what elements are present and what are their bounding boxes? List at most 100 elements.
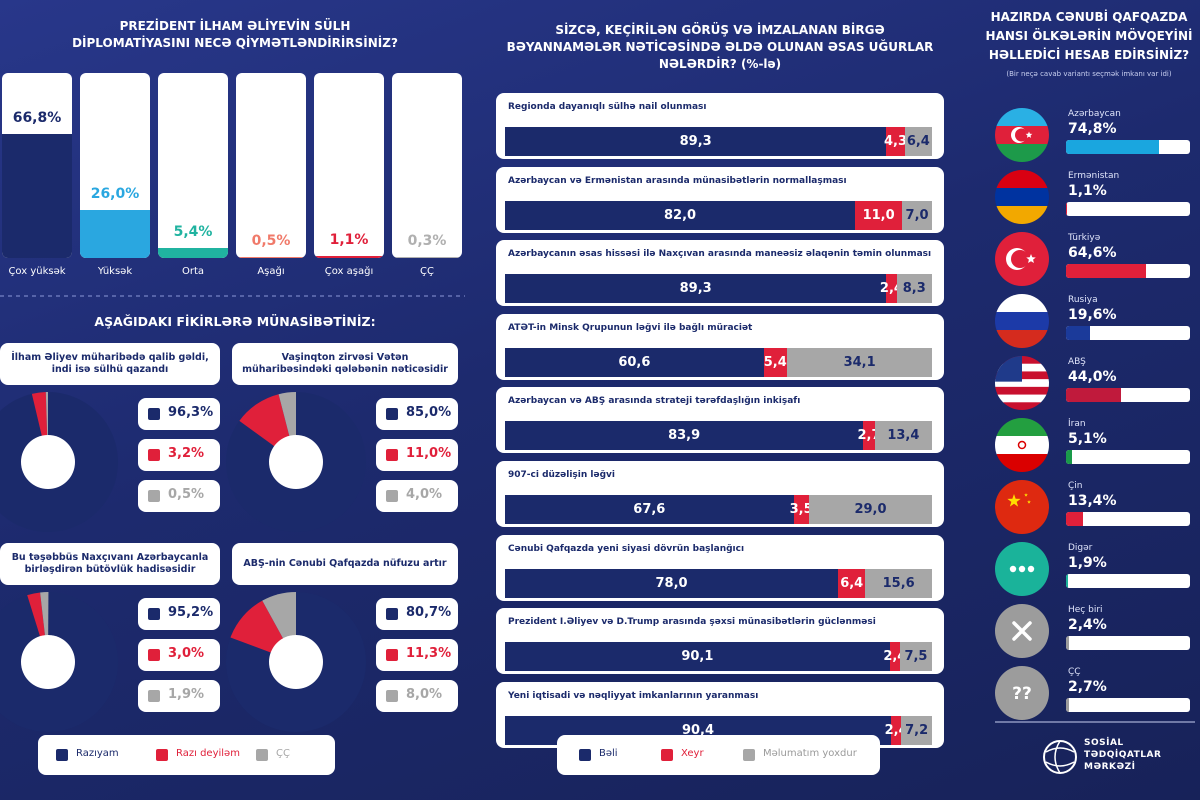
value-label: 90,1 xyxy=(681,649,714,665)
legend-label: ÇÇ xyxy=(276,748,290,759)
bar xyxy=(1066,450,1073,464)
bar xyxy=(1066,512,1083,526)
flag-stripe xyxy=(995,294,1049,313)
bar xyxy=(1066,698,1070,712)
bar-segment: 7,0 xyxy=(902,200,932,230)
legend-swatch xyxy=(386,608,398,620)
statement-box: Bu təşəbbüs Naxçıvanı Azərbaycanla birlə… xyxy=(0,543,220,585)
value-label: 80,7% xyxy=(406,605,452,620)
bar xyxy=(80,209,150,258)
legend-swatch xyxy=(148,408,160,420)
value-label: 67,6 xyxy=(633,502,666,517)
legend-swatch xyxy=(156,749,168,761)
value-label: 2,7% xyxy=(1068,679,1107,695)
bar xyxy=(1066,140,1159,154)
legend-swatch xyxy=(386,449,398,461)
legend-swatch xyxy=(661,749,673,761)
bar-segment: 7,2 xyxy=(901,715,932,745)
category-label: Heç biri xyxy=(1068,605,1103,615)
flag-stripe xyxy=(995,418,1049,437)
value-label: 74,8% xyxy=(1068,121,1117,137)
legend-swatch xyxy=(386,408,398,420)
bar-segment: 34,1 xyxy=(786,347,932,377)
legend-value-box: 8,0% xyxy=(376,680,458,712)
value-label: 11,0 xyxy=(862,207,895,223)
row-box: Regionda dayanıqlı sülhə nail olunması 89… xyxy=(496,93,944,159)
category-label: İran xyxy=(1068,419,1086,429)
flag-stripe xyxy=(995,379,1049,388)
legend-label: Razı deyiləm xyxy=(176,748,240,759)
flag-stripe xyxy=(995,330,1049,348)
column-track xyxy=(158,73,228,258)
bar xyxy=(158,248,228,258)
bar-segment: 11,0 xyxy=(855,200,903,230)
legend-swatch xyxy=(386,490,398,502)
bar xyxy=(1066,574,1069,588)
legend-value-box: 4,0% xyxy=(376,480,458,512)
value-label: 8,0% xyxy=(406,687,443,702)
flag-stripe xyxy=(995,206,1049,224)
flag-star xyxy=(1024,493,1028,497)
flag-stripe xyxy=(995,386,1049,396)
row-box: Azərbaycan və ABŞ arasında strateji tərə… xyxy=(496,387,944,454)
bar-track xyxy=(1066,698,1190,712)
legend-label: Xeyr xyxy=(681,748,704,759)
legend-swatch xyxy=(148,690,160,702)
bar-track xyxy=(1066,512,1190,526)
bar-track: 67,6 3,5 29,0 xyxy=(505,495,932,524)
value-label: 64,6% xyxy=(1068,245,1117,261)
x-tick-label: Aşağı xyxy=(257,266,285,277)
value-label: 2,7 xyxy=(857,428,881,444)
legend-label: Məlumatım yoxdur xyxy=(763,748,857,759)
bar-track xyxy=(1066,636,1190,650)
legend-value-box: 11,0% xyxy=(376,439,458,471)
value-label: 1,1% xyxy=(329,231,369,248)
flag-stripe xyxy=(995,170,1049,189)
bar xyxy=(1066,636,1069,650)
value-label: 85,0% xyxy=(406,405,452,420)
bar xyxy=(236,257,306,258)
column-track xyxy=(392,73,462,258)
value-label: 29,0 xyxy=(854,502,887,517)
statement-box: ABŞ-nin Cənubi Qafqazda nüfuzu artır xyxy=(232,543,458,585)
value-label: 13,4% xyxy=(1068,493,1117,509)
flag-stripe xyxy=(995,188,1049,207)
legend-swatch xyxy=(148,490,160,502)
legend-swatch xyxy=(743,749,755,761)
flag-stripe xyxy=(995,454,1049,472)
x-tick-label: Çox yüksək xyxy=(8,266,66,277)
value-label: 7,0 xyxy=(905,207,929,223)
flag-stripe xyxy=(995,108,1049,127)
statement-box: İlham Əliyev müharibədə qalib gəldi, ind… xyxy=(0,343,220,385)
flag-stripe xyxy=(995,436,1049,455)
flag-crescent xyxy=(1011,250,1029,268)
value-label: 82,0 xyxy=(664,207,697,223)
value-label: 4,0% xyxy=(406,487,443,502)
category-label: ÇÇ xyxy=(1068,667,1081,677)
bar-segment: 2,4 xyxy=(883,642,906,672)
value-label: 5,4% xyxy=(173,224,213,240)
flag-emblem xyxy=(1017,440,1027,450)
bar-segment: 89,3 xyxy=(505,274,887,304)
row-box: Prezident İ.Əliyev və D.Trump arasında ş… xyxy=(496,608,944,675)
value-label: 19,6% xyxy=(1068,307,1117,323)
bar-segment: 5,4 xyxy=(763,347,787,377)
bar-segment: 8,3 xyxy=(896,274,932,304)
flag-star xyxy=(1025,131,1033,138)
icon-dot xyxy=(1027,565,1035,573)
bar-segment: 89,3 xyxy=(505,127,887,156)
bar-track xyxy=(1066,140,1190,154)
legend-swatch xyxy=(579,749,591,761)
legend-value-box: 80,7% xyxy=(376,598,458,630)
x-tick-label: Çox aşağı xyxy=(324,266,374,277)
flag-crescent xyxy=(1015,128,1028,142)
bar-segment: 6,4 xyxy=(838,568,866,598)
bar xyxy=(2,134,72,258)
legend-value-box: 3,2% xyxy=(138,439,220,471)
bar-segment: 2,4 xyxy=(880,274,903,304)
flag-stripe xyxy=(995,480,1049,534)
flag-canton xyxy=(995,356,1022,382)
icon-cross xyxy=(1012,621,1032,641)
